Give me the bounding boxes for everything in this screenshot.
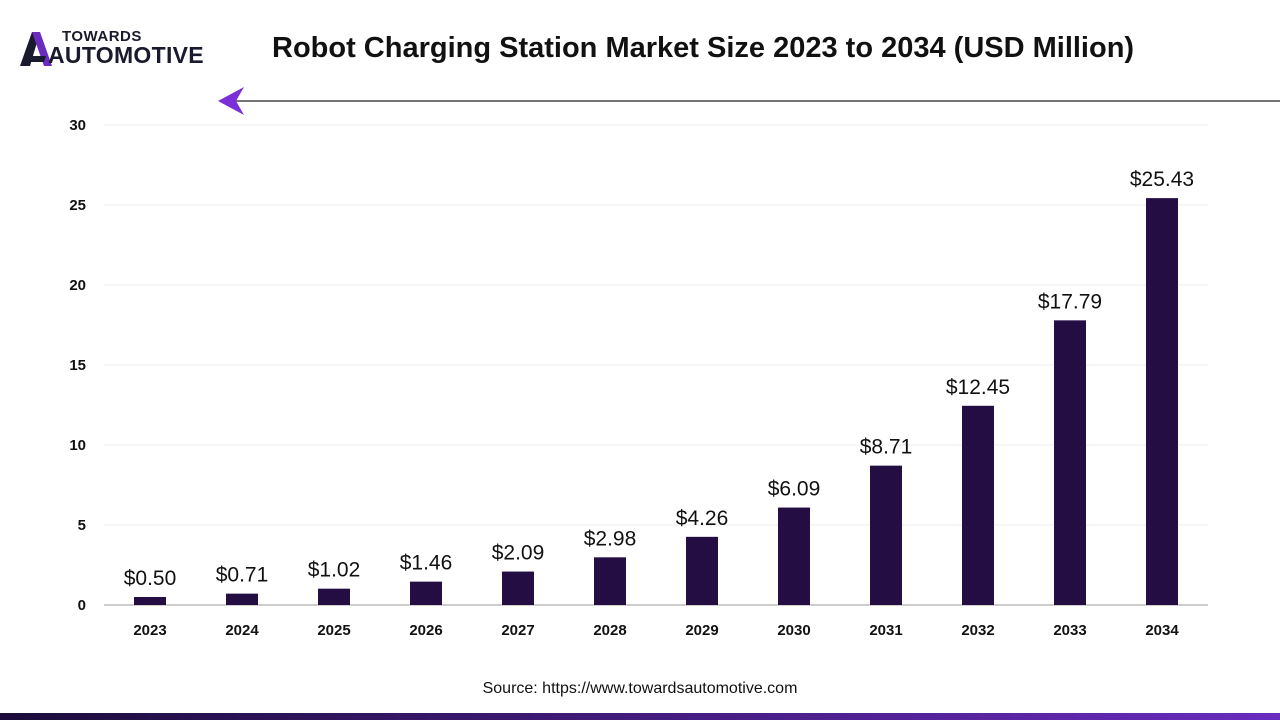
bar <box>1054 320 1086 605</box>
bar <box>226 593 258 605</box>
bar <box>502 571 534 605</box>
data-label: $1.02 <box>308 559 361 582</box>
data-label: $1.46 <box>400 552 453 575</box>
bar <box>134 597 166 605</box>
header-arrow-icon <box>218 87 244 115</box>
y-tick-label: 25 <box>69 197 86 214</box>
logo-top-text: TOWARDS <box>62 28 142 45</box>
logo-bottom-text: AUTOMOTIVE <box>48 42 204 68</box>
bar <box>594 557 626 605</box>
bar <box>962 405 994 605</box>
x-tick-label: 2028 <box>593 622 626 639</box>
bar <box>870 465 902 605</box>
bar <box>410 581 442 605</box>
x-tick-label: 2027 <box>501 622 534 639</box>
data-label: $0.50 <box>124 567 177 590</box>
data-label: $8.71 <box>860 436 913 459</box>
y-tick-label: 10 <box>69 437 86 454</box>
x-tick-label: 2032 <box>961 622 994 639</box>
x-tick-label: 2024 <box>225 622 259 639</box>
x-tick-label: 2023 <box>133 622 166 639</box>
x-tick-label: 2025 <box>317 622 350 639</box>
data-label: $2.09 <box>492 542 545 565</box>
data-label: $12.45 <box>946 376 1010 399</box>
bar <box>1146 198 1178 605</box>
source-note: Source: https://www.towardsautomotive.co… <box>482 680 798 697</box>
y-tick-label: 20 <box>69 277 86 294</box>
data-label: $6.09 <box>768 478 821 501</box>
data-label: $2.98 <box>584 527 637 550</box>
chart-title: Robot Charging Station Market Size 2023 … <box>272 32 1135 64</box>
x-tick-label: 2033 <box>1053 622 1086 639</box>
data-label: $17.79 <box>1038 290 1102 313</box>
x-tick-label: 2031 <box>869 622 902 639</box>
y-tick-label: 0 <box>78 597 86 614</box>
x-tick-label: 2029 <box>685 622 718 639</box>
data-label: $4.26 <box>676 507 729 530</box>
y-tick-label: 15 <box>69 357 86 374</box>
x-tick-label: 2030 <box>777 622 810 639</box>
logo-mark-icon <box>20 32 52 66</box>
header-divider <box>218 87 1280 115</box>
bar <box>318 588 350 605</box>
bar <box>778 507 810 605</box>
y-tick-label: 30 <box>69 117 86 134</box>
footer-gradient-bar <box>0 713 1280 720</box>
y-tick-label: 5 <box>78 517 86 534</box>
data-label: $25.43 <box>1130 168 1194 191</box>
brand-logo: TOWARDS AUTOMOTIVE <box>18 26 228 72</box>
bar <box>686 536 718 605</box>
data-label: $0.71 <box>216 564 269 587</box>
x-tick-label: 2026 <box>409 622 442 639</box>
x-tick-label: 2034 <box>1145 622 1179 639</box>
